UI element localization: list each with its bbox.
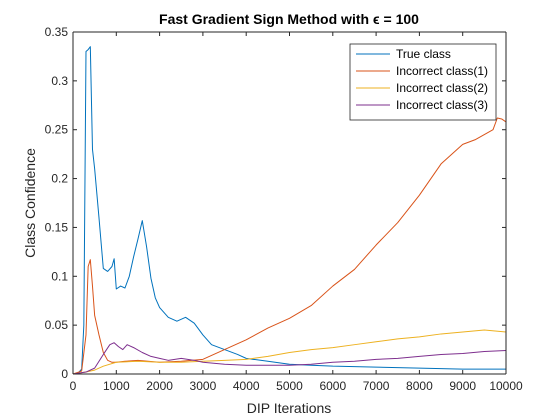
x-tick-label: 3000 [190,379,217,393]
x-tick-label: 9000 [449,379,476,393]
x-tick-label: 1000 [103,379,130,393]
x-tick-label: 7000 [363,379,390,393]
series-line-4 [72,342,507,375]
legend-label-1: True class [396,47,451,61]
x-tick-label: 10000 [489,379,523,393]
series-line-2 [72,117,507,375]
legend-box [349,43,497,121]
x-ticks: 0 1000 2000 3000 4000 5000 6000 7000 8000 9000 100… [70,32,523,393]
y-tick-label: 0.35 [45,25,69,39]
y-ticks: 0 0.05 0.1 0.15 0.2 0.25 0.3 0.35 [45,25,506,381]
series-line-3 [72,329,507,375]
y-tick-label: 0.1 [51,269,68,283]
legend-label-4: Incorrect class(3) [396,98,488,112]
y-tick-label: 0.15 [45,220,69,234]
y-tick-label: 0 [61,367,68,381]
series-layer [72,46,507,375]
legend-label-3: Incorrect class(2) [396,81,488,95]
x-tick-label: 0 [70,379,77,393]
legend: True class Incorrect class(1) Incorrect cl… [349,43,497,121]
x-tick-label: 2000 [146,379,173,393]
x-tick-label: 8000 [406,379,433,393]
y-tick-label: 0.05 [45,318,69,332]
x-tick-label: 4000 [233,379,260,393]
x-axis-label: DIP Iterations [247,400,332,416]
y-tick-label: 0.2 [51,172,68,186]
x-tick-label: 5000 [276,379,303,393]
legend-label-2: Incorrect class(1) [396,64,488,78]
x-tick-label: 6000 [319,379,346,393]
legend-entries: True class Incorrect class(1) Incorrect cl… [356,47,488,112]
y-tick-label: 0.3 [51,74,68,88]
chart-title: Fast Gradient Sign Method with ϵ = 100 [159,11,419,27]
series-line-1 [73,46,506,375]
y-tick-label: 0.25 [45,123,69,137]
y-axis-label: Class Confidence [22,148,38,258]
